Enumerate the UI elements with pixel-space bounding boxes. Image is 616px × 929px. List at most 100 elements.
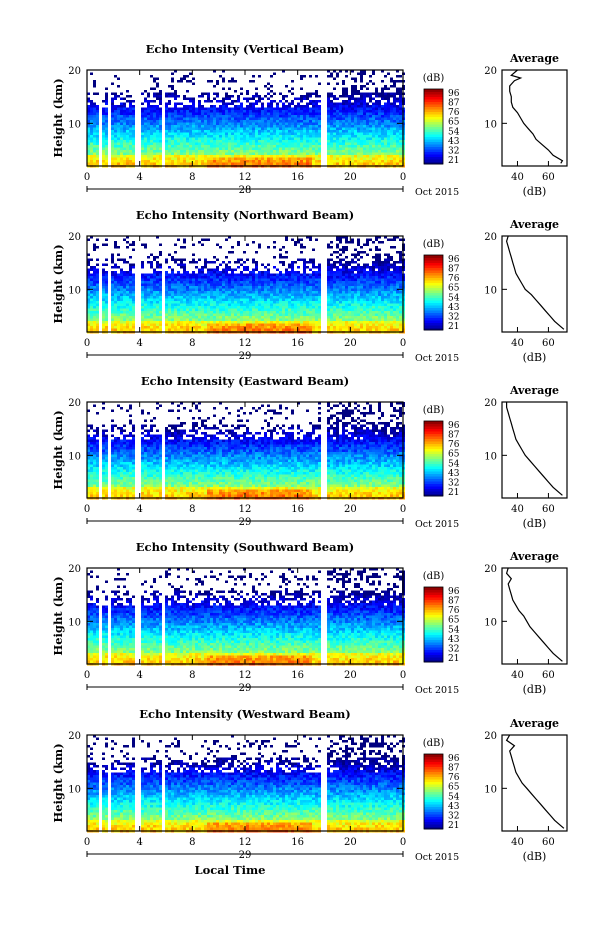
heatmap-cell — [372, 155, 375, 158]
heatmap-cell — [366, 133, 369, 136]
heatmap-cell — [303, 269, 306, 272]
heatmap-cell — [153, 93, 156, 96]
heatmap-cell — [159, 160, 162, 163]
heatmap-cell — [141, 261, 144, 264]
heatmap-cell — [354, 130, 357, 133]
heatmap-cell — [375, 148, 378, 151]
heatmap-cell — [333, 123, 336, 126]
heatmap-cell — [186, 314, 189, 317]
heatmap-cell — [345, 135, 348, 138]
heatmap-cell — [96, 304, 99, 307]
heatmap-cell — [225, 311, 228, 314]
heatmap-cell — [315, 286, 318, 289]
heatmap-cell — [174, 143, 177, 146]
heatmap-cell — [360, 98, 363, 101]
heatmap-cell — [276, 115, 279, 118]
heatmap-cell — [375, 105, 378, 108]
heatmap-cell — [192, 115, 195, 118]
heatmap-cell — [186, 309, 189, 312]
heatmap-cell — [264, 140, 267, 143]
heatmap-cell — [339, 138, 342, 141]
heatmap-cell — [390, 160, 393, 163]
heatmap-cell — [357, 160, 360, 163]
heatmap-cell — [174, 299, 177, 302]
heatmap-cell — [189, 324, 192, 327]
heatmap-cell — [189, 294, 192, 297]
heatmap-cell — [174, 274, 177, 277]
heatmap-cell — [390, 113, 393, 116]
heatmap-cell — [297, 299, 300, 302]
heatmap-cell — [195, 321, 198, 324]
heatmap-cell — [117, 115, 120, 118]
heatmap-cell — [246, 306, 249, 309]
heatmap-cell — [222, 128, 225, 131]
heatmap-cell — [228, 251, 231, 254]
heatmap-cell — [207, 271, 210, 274]
heatmap-cell — [387, 155, 390, 158]
heatmap-cell — [252, 153, 255, 156]
heatmap-cell — [354, 150, 357, 153]
heatmap-cell — [165, 130, 168, 133]
heatmap-cell — [111, 93, 114, 96]
heatmap-cell — [366, 148, 369, 151]
heatmap-cell — [258, 108, 261, 111]
heatmap-cell — [90, 145, 93, 148]
heatmap-cell — [231, 309, 234, 312]
heatmap-cell — [219, 274, 222, 277]
heatmap-cell — [123, 163, 126, 166]
heatmap-cell — [306, 105, 309, 108]
heatmap-cell — [387, 105, 390, 108]
heatmap-cell — [333, 143, 336, 146]
heatmap-cell — [213, 326, 216, 329]
heatmap-cell — [111, 286, 114, 289]
heatmap-cell — [102, 138, 105, 141]
heatmap-cell — [318, 135, 321, 138]
heatmap-cell — [267, 133, 270, 136]
heatmap-cell — [123, 324, 126, 327]
heatmap-cell — [132, 301, 135, 304]
heatmap-cell — [273, 160, 276, 163]
heatmap-cell — [312, 284, 315, 287]
heatmap-cell — [318, 163, 321, 166]
heatmap-cell — [177, 301, 180, 304]
heatmap-cell — [216, 304, 219, 307]
heatmap-cell — [237, 155, 240, 158]
heatmap-cell — [174, 244, 177, 247]
heatmap-cell — [276, 120, 279, 123]
heatmap-cell — [216, 83, 219, 86]
heatmap-cell — [372, 115, 375, 118]
heatmap-cell — [156, 138, 159, 141]
heatmap-cell — [141, 115, 144, 118]
heatmap-cell — [381, 140, 384, 143]
month-label: Oct 2015 — [415, 187, 459, 198]
heatmap-cell — [315, 299, 318, 302]
heatmap-cell — [252, 286, 255, 289]
heatmap-cell — [369, 75, 372, 78]
heatmap-cell — [348, 148, 351, 151]
heatmap-cell — [354, 125, 357, 128]
heatmap-cell — [153, 113, 156, 116]
heatmap-cell — [327, 120, 330, 123]
heatmap-cell — [243, 108, 246, 111]
heatmap-cell — [93, 324, 96, 327]
heatmap-cell — [246, 276, 249, 279]
heatmap-cell — [105, 108, 108, 111]
heatmap-cell — [288, 153, 291, 156]
heatmap-cell — [183, 135, 186, 138]
heatmap-cell — [294, 145, 297, 148]
heatmap-cell — [222, 108, 225, 111]
heatmap-cell — [273, 140, 276, 143]
heatmap-cell — [264, 319, 267, 322]
heatmap-cell — [375, 160, 378, 163]
heatmap-cell — [261, 123, 264, 126]
heatmap-cell — [153, 108, 156, 111]
heatmap-cell — [375, 133, 378, 136]
heatmap-cell — [123, 123, 126, 126]
heatmap-cell — [273, 125, 276, 128]
heatmap-cell — [168, 291, 171, 294]
heatmap-cell — [225, 160, 228, 163]
heatmap-cell — [249, 143, 252, 146]
heatmap-cell — [330, 145, 333, 148]
heatmap-cell — [246, 326, 249, 329]
heatmap-cell — [360, 95, 363, 98]
